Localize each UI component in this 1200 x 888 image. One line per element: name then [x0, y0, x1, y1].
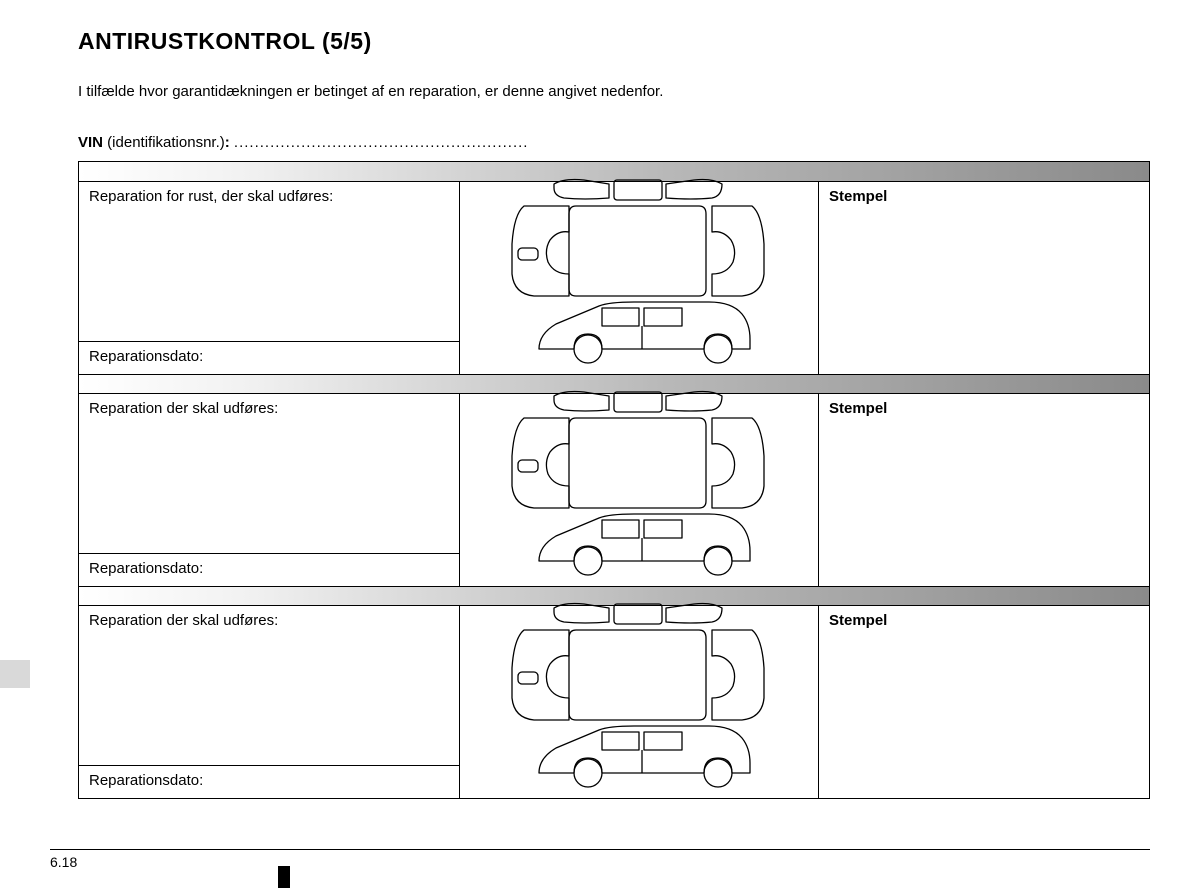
title-main: ANTIRUSTKONTROL	[78, 28, 315, 54]
date-label: Reparationsdato:	[79, 766, 459, 798]
form-row: Reparation for rust, der skal udføres: R…	[79, 182, 1149, 374]
col-left: Reparation der skal udføres: Reparations…	[79, 394, 459, 586]
page-title: ANTIRUSTKONTROL (5/5)	[78, 28, 1150, 55]
date-label: Reparationsdato:	[79, 554, 459, 586]
repair-label: Reparation der skal udføres:	[79, 606, 459, 766]
col-diagram	[459, 182, 819, 374]
col-diagram	[459, 394, 819, 586]
stamp-label: Stempel	[819, 606, 1149, 798]
vin-label-paren: (identifikationsnr.)	[103, 134, 225, 151]
page-footer: 6.18	[50, 849, 1150, 870]
col-left: Reparation for rust, der skal udføres: R…	[79, 182, 459, 374]
vin-dots: ........................................…	[234, 134, 529, 151]
col-left: Reparation der skal udføres: Reparations…	[79, 606, 459, 798]
intro-text: I tilfælde hvor garantidækningen er beti…	[78, 83, 1150, 100]
vin-line: VIN (identifikationsnr.): ..............…	[78, 134, 1150, 151]
form-block: Reparation for rust, der skal udføres: R…	[78, 161, 1150, 799]
car-diagram-icon	[484, 174, 794, 379]
car-diagram-icon	[484, 386, 794, 591]
stamp-label: Stempel	[819, 182, 1149, 374]
car-diagram-icon	[484, 598, 794, 803]
date-label: Reparationsdato:	[79, 342, 459, 374]
col-diagram	[459, 606, 819, 798]
stamp-label: Stempel	[819, 394, 1149, 586]
vin-colon: :	[225, 134, 234, 151]
form-row: Reparation der skal udføres: Reparations…	[79, 606, 1149, 798]
form-row: Reparation der skal udføres: Reparations…	[79, 394, 1149, 586]
repair-label: Reparation der skal udføres:	[79, 394, 459, 554]
page-number: 6.18	[50, 854, 77, 870]
repair-label: Reparation for rust, der skal udføres:	[79, 182, 459, 342]
title-counter: (5/5)	[322, 28, 372, 54]
vin-label-bold: VIN	[78, 134, 103, 151]
black-tab	[278, 866, 290, 888]
side-tab	[0, 660, 30, 688]
page-content: ANTIRUSTKONTROL (5/5) I tilfælde hvor ga…	[0, 0, 1200, 799]
